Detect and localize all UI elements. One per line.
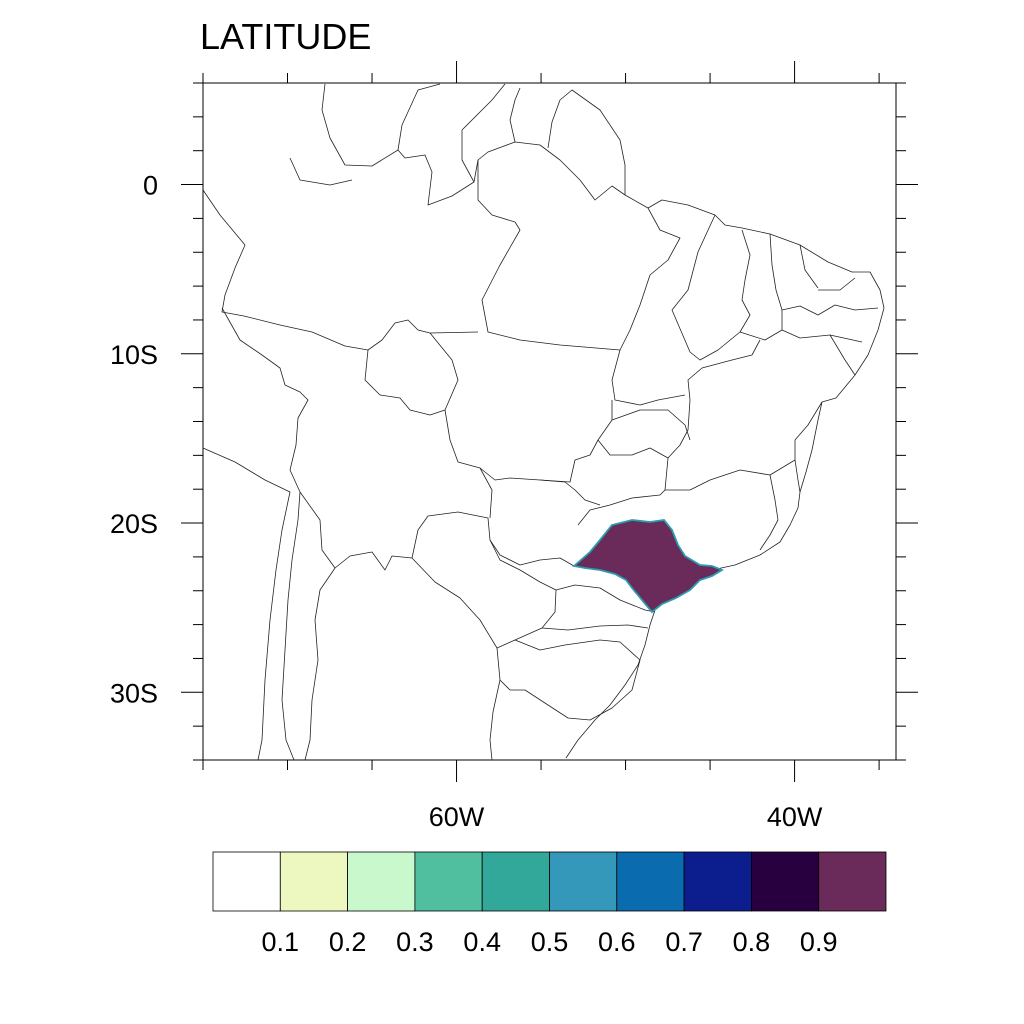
colorbar-label: 0.5 bbox=[531, 927, 569, 957]
map-panel bbox=[181, 61, 918, 782]
colorbar-label: 0.9 bbox=[800, 927, 838, 957]
border-uruguay bbox=[489, 647, 501, 761]
border-rondonia bbox=[364, 349, 446, 416]
border-amazonas-para bbox=[477, 160, 621, 351]
border-argentina bbox=[304, 567, 336, 761]
colorbar-swatch bbox=[279, 851, 348, 912]
colorbar-label: 0.2 bbox=[329, 927, 367, 957]
colorbar-label: 0.4 bbox=[463, 927, 501, 957]
border-maranhao bbox=[671, 214, 751, 361]
border-go bbox=[597, 409, 691, 459]
border-ms bbox=[479, 467, 601, 519]
map-frame bbox=[202, 82, 897, 761]
colorbar-swatch bbox=[481, 851, 550, 912]
border-mg bbox=[577, 459, 801, 551]
x-tick-label: 40W bbox=[767, 802, 823, 832]
border-piaui bbox=[687, 233, 879, 401]
map-title: LATITUDE bbox=[200, 16, 371, 57]
sao-paulo-region bbox=[572, 519, 725, 614]
colorbar-label: 0.8 bbox=[733, 927, 771, 957]
border-west bbox=[202, 189, 479, 351]
y-axis-labels: 0 10S 20S 30S bbox=[110, 171, 158, 709]
border-ms-lower bbox=[489, 539, 575, 567]
colorbar-label: 0.6 bbox=[598, 927, 636, 957]
border-paraguay bbox=[411, 511, 557, 649]
colorbar-label: 0.7 bbox=[665, 927, 703, 957]
border-pr bbox=[555, 584, 656, 613]
border-guianas bbox=[289, 83, 626, 195]
colorbar-swatch bbox=[818, 851, 887, 912]
y-tick-label: 0 bbox=[143, 171, 158, 201]
colorbar-swatch bbox=[683, 851, 752, 912]
border-bolivia bbox=[221, 307, 413, 571]
colorbar-swatch bbox=[549, 851, 618, 912]
border-bahia bbox=[664, 329, 863, 491]
colorbar-swatch bbox=[751, 851, 820, 912]
state-borders bbox=[202, 83, 885, 761]
y-tick-label: 30S bbox=[110, 678, 158, 708]
x-axis-labels: 60W 40W bbox=[429, 802, 823, 832]
axis-ticks bbox=[181, 61, 918, 782]
colorbar-swatch bbox=[212, 851, 281, 912]
colorbar: 0.1 0.2 0.3 0.4 0.5 0.6 0.7 0.8 0.9 bbox=[212, 851, 887, 957]
border-para-east bbox=[611, 207, 686, 406]
colorbar-label: 0.3 bbox=[396, 927, 434, 957]
border-mt-go bbox=[429, 332, 613, 483]
border-rs bbox=[499, 639, 641, 721]
colorbar-swatch bbox=[414, 851, 483, 912]
colorbar-label: 0.1 bbox=[262, 927, 300, 957]
border-peru bbox=[202, 447, 291, 761]
colorbar-swatch bbox=[347, 851, 416, 912]
y-tick-label: 20S bbox=[110, 509, 158, 539]
x-tick-label: 60W bbox=[429, 802, 485, 832]
border-chile bbox=[281, 491, 301, 761]
colorbar-swatch bbox=[616, 851, 685, 912]
border-sc bbox=[541, 624, 649, 631]
y-tick-label: 10S bbox=[110, 340, 158, 370]
